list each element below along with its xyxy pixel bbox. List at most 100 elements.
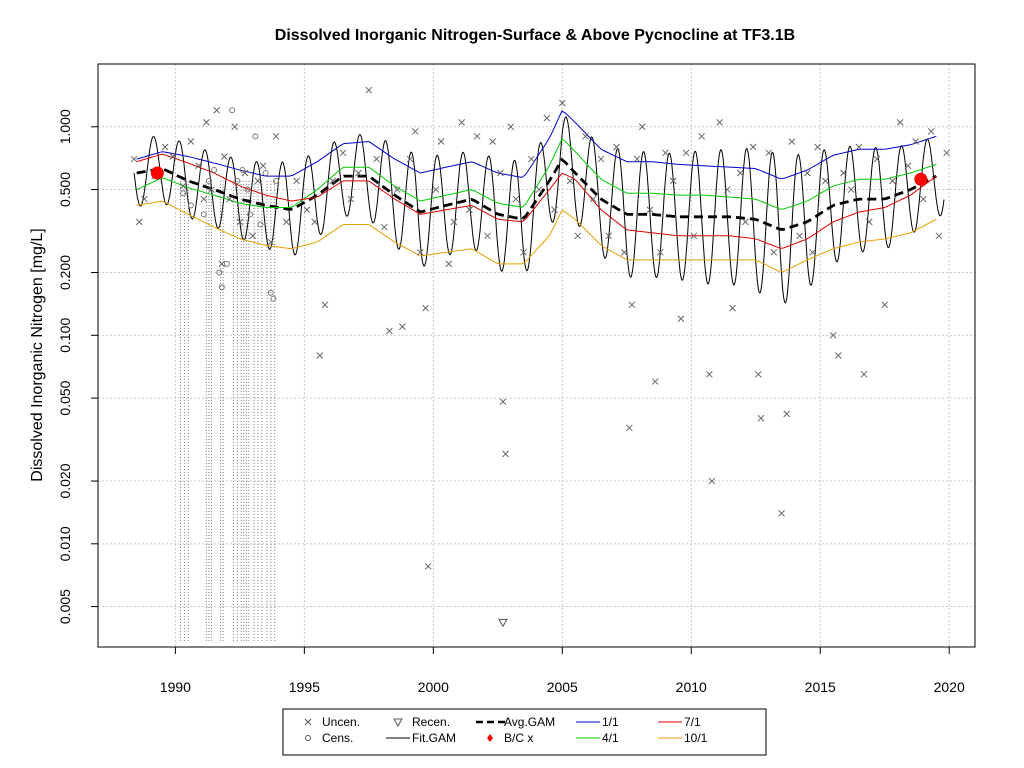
- uncensored-point: [597, 155, 605, 163]
- uncensored-point: [873, 155, 881, 163]
- uncensored-point: [520, 248, 527, 256]
- uncensored-point: [749, 143, 757, 151]
- uncensored-point: [380, 223, 388, 231]
- x-tick-label: 1990: [160, 679, 191, 695]
- uncensored-point: [724, 186, 731, 193]
- uncensored-point: [231, 123, 239, 131]
- uncensored-point: [399, 323, 406, 331]
- uncensored-point: [796, 232, 803, 240]
- legend-symbol-cens-: [305, 735, 311, 741]
- uncensored-point: [865, 218, 873, 226]
- uncensored-point: [770, 248, 778, 256]
- uncensored-point: [527, 155, 535, 163]
- series-layer: [133, 110, 945, 304]
- uncensored-point: [432, 186, 440, 193]
- uncensored-point: [646, 206, 654, 214]
- uncensored-point: [809, 248, 816, 256]
- uncensored-point: [943, 149, 950, 157]
- uncensored-point: [896, 118, 904, 126]
- censored-point: [218, 284, 225, 291]
- uncensored-point: [241, 169, 249, 177]
- uncensored-point: [920, 195, 927, 203]
- legend-label: Recen.: [412, 715, 450, 729]
- uncensored-point: [558, 99, 566, 107]
- censored-point: [272, 177, 279, 184]
- uncensored-point: [365, 86, 373, 94]
- uncensored-point: [677, 315, 685, 323]
- uncensored-point: [161, 143, 169, 151]
- legend-label: 7/1: [684, 715, 701, 729]
- censored-point: [200, 211, 207, 218]
- uncensored-point: [613, 143, 620, 151]
- uncensored-point: [226, 195, 233, 203]
- uncensored-point: [669, 177, 677, 185]
- uncensored-point: [502, 450, 509, 458]
- uncensored-point: [373, 155, 380, 163]
- uncensored-point: [406, 155, 414, 163]
- points-layer: [130, 86, 950, 628]
- legend-label: 1/1: [602, 715, 619, 729]
- y-tick-label: 1.000: [57, 109, 73, 144]
- uncensored-point: [551, 206, 558, 214]
- censored-point: [234, 177, 241, 184]
- uncensored-point: [716, 118, 723, 126]
- censored-point: [239, 167, 246, 174]
- uncensored-point: [422, 304, 429, 312]
- uncensored-point: [424, 562, 432, 570]
- x-tick-label: 2005: [547, 679, 578, 695]
- y-tick-label: 0.010: [57, 526, 73, 561]
- legend-label: Cens.: [322, 731, 353, 745]
- uncensored-point: [259, 162, 267, 170]
- uncensored-point: [316, 352, 324, 359]
- uncensored-point: [829, 331, 837, 339]
- uncensored-point: [788, 138, 796, 145]
- legend-symbol-recen-: [393, 718, 403, 728]
- censored-point: [229, 107, 236, 114]
- uncensored-point: [347, 195, 355, 203]
- uncensored-point: [213, 106, 221, 114]
- uncensored-point: [393, 186, 401, 193]
- grid: [98, 64, 975, 647]
- uncensored-point: [754, 370, 762, 378]
- uncensored-point: [690, 232, 698, 240]
- uncensored-point: [935, 232, 943, 240]
- censored-point: [270, 295, 277, 302]
- uncensored-point: [499, 398, 507, 406]
- uncensored-point: [135, 218, 143, 226]
- uncensored-point: [218, 260, 226, 268]
- uncensored-point: [662, 149, 669, 157]
- legend-label: 10/1: [684, 731, 708, 745]
- uncensored-point: [179, 182, 187, 190]
- uncensored-point: [236, 218, 244, 226]
- uncensored-point: [293, 177, 300, 185]
- uncensored-point: [757, 414, 765, 422]
- uncensored-point: [729, 304, 736, 312]
- censored-point: [223, 260, 230, 267]
- uncensored-point: [705, 370, 713, 378]
- uncensored-point: [339, 149, 347, 157]
- censored-point: [211, 167, 218, 174]
- y-tick-label: 0.020: [57, 463, 73, 498]
- uncensored-point: [208, 186, 215, 193]
- uncensored-point: [458, 118, 466, 126]
- legend-symbol-b-c-x: [487, 734, 493, 742]
- uncensored-point: [355, 169, 362, 177]
- uncensored-point: [803, 169, 811, 177]
- x-axis: 1990 1995 2000 2005 2010 2015 2020: [160, 647, 965, 695]
- uncensored-point: [783, 410, 791, 418]
- uncensored-point: [638, 123, 646, 131]
- y-tick-label: 0.200: [57, 255, 73, 290]
- series-line-avg-gam: [136, 157, 937, 231]
- uncensored-point: [450, 218, 458, 226]
- uncensored-point: [840, 169, 847, 177]
- y-tick-label: 0.500: [57, 172, 73, 207]
- y-tick-label: 0.100: [57, 318, 73, 353]
- uncensored-point: [860, 370, 868, 378]
- series-line-7-1: [136, 153, 937, 249]
- uncensored-point: [881, 301, 889, 309]
- fit-gam-line: [133, 116, 945, 304]
- uncensored-point: [417, 248, 424, 256]
- uncensored-point: [484, 232, 491, 240]
- uncensored-point: [822, 177, 829, 185]
